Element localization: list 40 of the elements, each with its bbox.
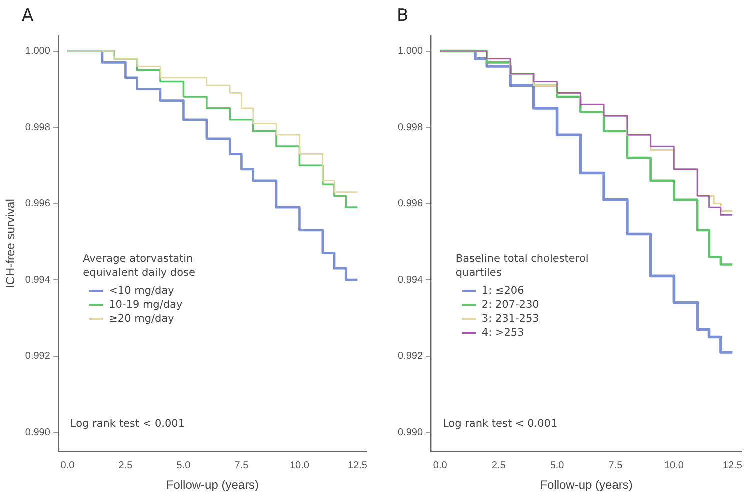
- legend-label: 3: 231-253: [482, 312, 540, 326]
- y-tick-label: 1.000: [398, 46, 424, 57]
- y-axis-title: ICH-free survival: [4, 199, 18, 288]
- annotation: Log rank test < 0.001: [443, 418, 558, 430]
- y-tick-label: 0.996: [25, 198, 51, 210]
- y-tick-label: 0.998: [398, 122, 424, 134]
- y-tick-label: 1.000: [25, 46, 51, 57]
- y-tick-label: 0.996: [398, 198, 424, 210]
- legend-title: Baseline total cholesterol quartiles: [456, 252, 590, 280]
- x-tick-label: 7.5: [608, 460, 624, 472]
- y-tick-label: 0.990: [398, 427, 424, 438]
- x-tick-label: 5.0: [176, 460, 192, 472]
- legend-label: <10 mg/day: [109, 284, 174, 298]
- x-axis-title: Follow-up (years): [540, 478, 633, 492]
- x-tick-label: 10.0: [290, 460, 310, 472]
- chart-title: B: [397, 6, 409, 26]
- x-tick-label: 5.0: [550, 460, 565, 472]
- annotation: Log rank test < 0.001: [70, 418, 186, 430]
- y-tick-label: 0.992: [25, 351, 51, 362]
- x-tick-label: 2.5: [492, 460, 506, 472]
- x-tick-label: 12.5: [722, 460, 743, 472]
- legend-label: 2: 207-230: [482, 298, 540, 312]
- x-tick-label: 0.0: [60, 460, 76, 472]
- x-axis-title: Follow-up (years): [166, 478, 260, 492]
- y-tick-label: 0.992: [398, 351, 424, 362]
- legend-label: 1: ≤206: [482, 284, 524, 298]
- x-tick-label: 7.5: [234, 460, 250, 472]
- y-tick-label: 0.990: [25, 427, 51, 438]
- legend-label: ≥20 mg/day: [109, 312, 174, 326]
- x-tick-label: 10.0: [664, 460, 684, 472]
- y-tick-label: 0.994: [25, 274, 51, 286]
- legend-title: Average atorvastatin equivalent daily dose: [83, 252, 196, 280]
- legend-label: 10-19 mg/day: [109, 298, 183, 312]
- y-tick-label: 0.998: [25, 122, 51, 134]
- x-tick-label: 0.0: [433, 460, 448, 472]
- chart-title: A: [22, 6, 34, 26]
- x-tick-label: 2.5: [118, 460, 134, 472]
- y-tick-label: 0.994: [398, 274, 424, 286]
- legend-label: 4: >253: [482, 326, 524, 340]
- x-tick-label: 12.5: [348, 460, 368, 472]
